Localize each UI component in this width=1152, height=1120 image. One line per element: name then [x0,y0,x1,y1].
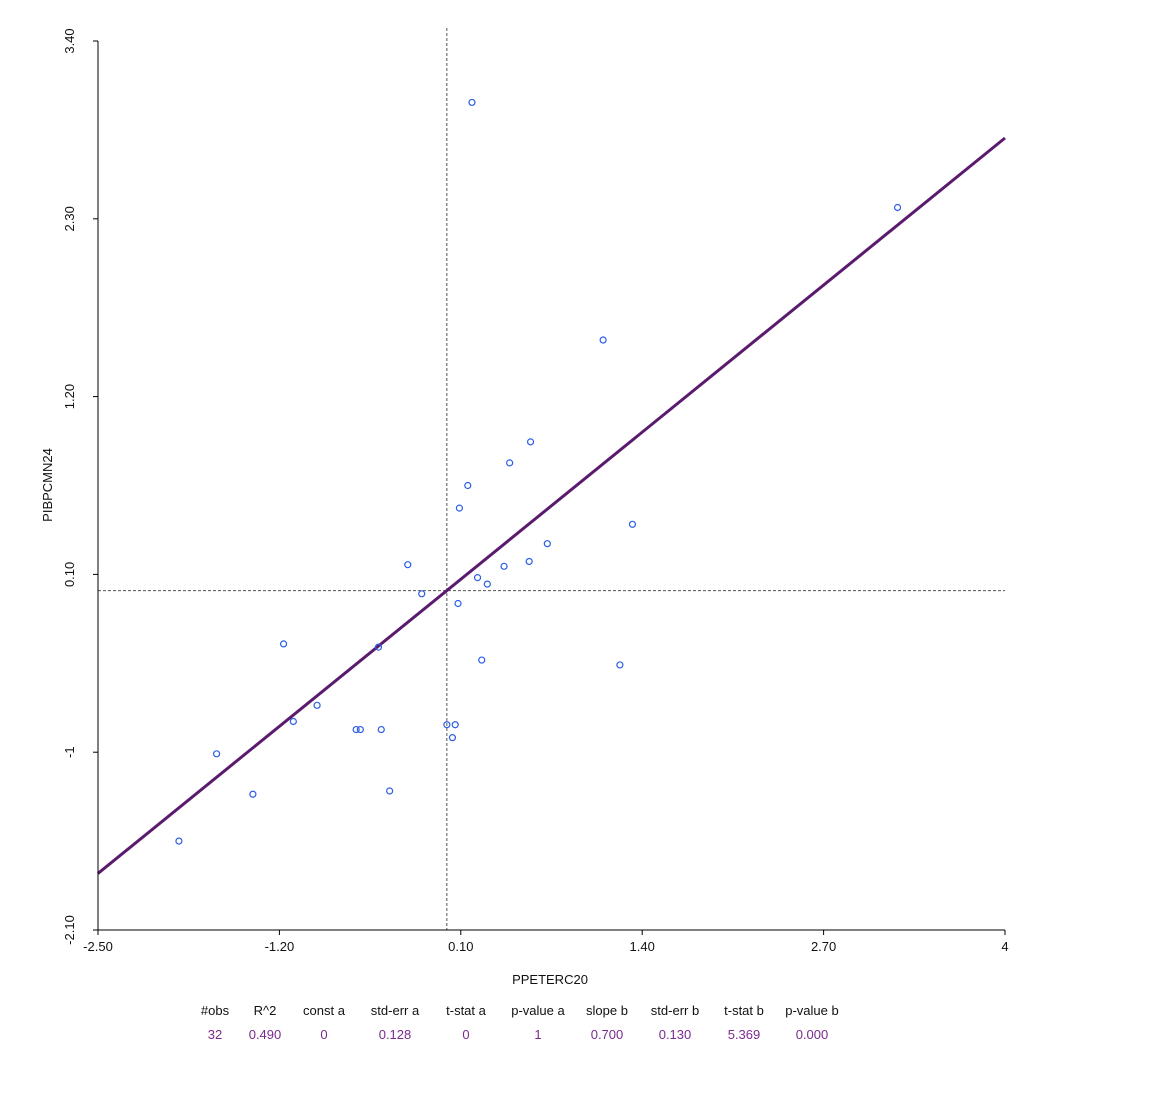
stats-value-t-stat-a: 0 [462,1026,470,1042]
x-axis-label: PPETERC20 [512,972,588,987]
y-tick-label: 3.40 [62,28,77,53]
stats-value-obs: 32 [207,1026,223,1042]
stats-header-const-a: const a [303,1002,345,1018]
x-tick-label: 1.40 [630,939,655,954]
data-point [543,540,551,548]
data-point [616,661,624,669]
stats-value-slope-b: 0.700 [590,1026,624,1042]
data-point [628,520,637,528]
data-point [313,701,321,709]
data-point [526,438,535,446]
data-point [500,562,508,570]
x-tick-label: -2.50 [83,939,113,954]
stats-header-obs: #obs [200,1002,230,1018]
data-point [356,725,364,734]
data-point [483,580,491,588]
data-point [249,790,257,798]
stats-value-r2: 0.490 [248,1026,282,1042]
stats-header-slope-b: slope b [586,1002,628,1018]
data-point [443,721,451,729]
stats-value-std-err-b: 0.130 [658,1026,692,1042]
stats-header-p-value-a: p-value a [511,1002,565,1018]
stats-value-const-a: 0 [320,1026,328,1042]
stats-header-std-err-a: std-err a [370,1002,420,1018]
data-point [478,656,486,664]
data-point [213,750,221,758]
data-point [893,203,902,212]
data-point [386,787,394,795]
x-tick-label: 4 [1001,939,1008,954]
data-point [506,459,514,467]
y-tick-label: 2.30 [62,206,77,231]
stats-header-std-err-b: std-err b [650,1002,700,1018]
stats-value-p-value-b: 0.000 [795,1026,829,1042]
data-point [473,574,482,582]
y-tick-label: -1 [62,746,77,758]
data-point [377,725,385,734]
stats-value-std-err-a: 0.128 [378,1026,412,1042]
data-point [454,599,462,608]
y-tick-label: 0.10 [62,562,77,587]
x-tick-label: -1.20 [265,939,295,954]
stats-header-p-value-b: p-value b [785,1002,839,1018]
data-point [599,336,607,344]
data-point [175,837,183,845]
regression-line [97,136,1006,875]
stats-value-p-value-a: 1 [534,1026,542,1042]
stats-header-t-stat-a: t-stat a [446,1002,486,1018]
data-point [404,561,412,569]
y-tick-label: -2.10 [62,915,77,945]
data-point [418,590,426,598]
regression-stats-table: #obs R^2 const a std-err a t-stat a p-va… [190,998,848,1046]
data-point [374,643,383,651]
data-point [279,640,288,648]
y-tick-label: 1.20 [62,384,77,409]
stats-value-row: 32 0.490 0 0.128 0 1 0.700 0.130 5.369 0… [190,1022,848,1046]
stats-value-t-stat-b: 5.369 [727,1026,761,1042]
stats-header-t-stat-b: t-stat b [724,1002,764,1018]
data-point [468,98,476,107]
stats-header-r2: R^2 [253,1002,277,1018]
x-tick-label: 2.70 [811,939,836,954]
data-point [451,721,459,729]
data-point [455,504,464,512]
data-point [289,717,297,726]
data-point [352,725,360,734]
data-point [448,734,457,742]
y-axis-label: PIBPCMN24 [40,448,55,522]
data-point [525,557,533,566]
x-tick-label: 0.10 [448,939,473,954]
stats-header-row: #obs R^2 const a std-err a t-stat a p-va… [190,998,848,1022]
data-point [464,481,472,490]
